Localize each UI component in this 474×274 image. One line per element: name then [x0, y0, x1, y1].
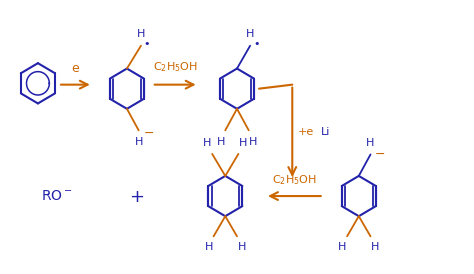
Text: C$_2$H$_5$OH: C$_2$H$_5$OH: [153, 60, 198, 74]
Text: −: −: [374, 148, 385, 161]
Text: H: H: [137, 29, 145, 39]
Text: H: H: [338, 242, 346, 252]
Text: H: H: [203, 138, 212, 148]
Text: •: •: [253, 39, 259, 49]
Text: H: H: [249, 137, 257, 147]
Text: H: H: [237, 242, 246, 252]
Text: H: H: [239, 138, 247, 148]
Text: H: H: [217, 137, 225, 147]
Text: H: H: [371, 242, 379, 252]
Text: H: H: [366, 138, 374, 148]
Text: C$_2$H$_5$OH: C$_2$H$_5$OH: [272, 173, 317, 187]
Text: −: −: [144, 127, 154, 139]
Text: Li: Li: [321, 127, 331, 137]
Text: H: H: [205, 242, 213, 252]
Text: H: H: [135, 137, 143, 147]
Text: H: H: [246, 29, 255, 39]
Text: +: +: [129, 189, 144, 206]
Text: +e: +e: [298, 127, 314, 137]
Text: e: e: [72, 62, 79, 75]
Text: RO$^-$: RO$^-$: [41, 189, 73, 203]
Text: •: •: [143, 39, 150, 48]
